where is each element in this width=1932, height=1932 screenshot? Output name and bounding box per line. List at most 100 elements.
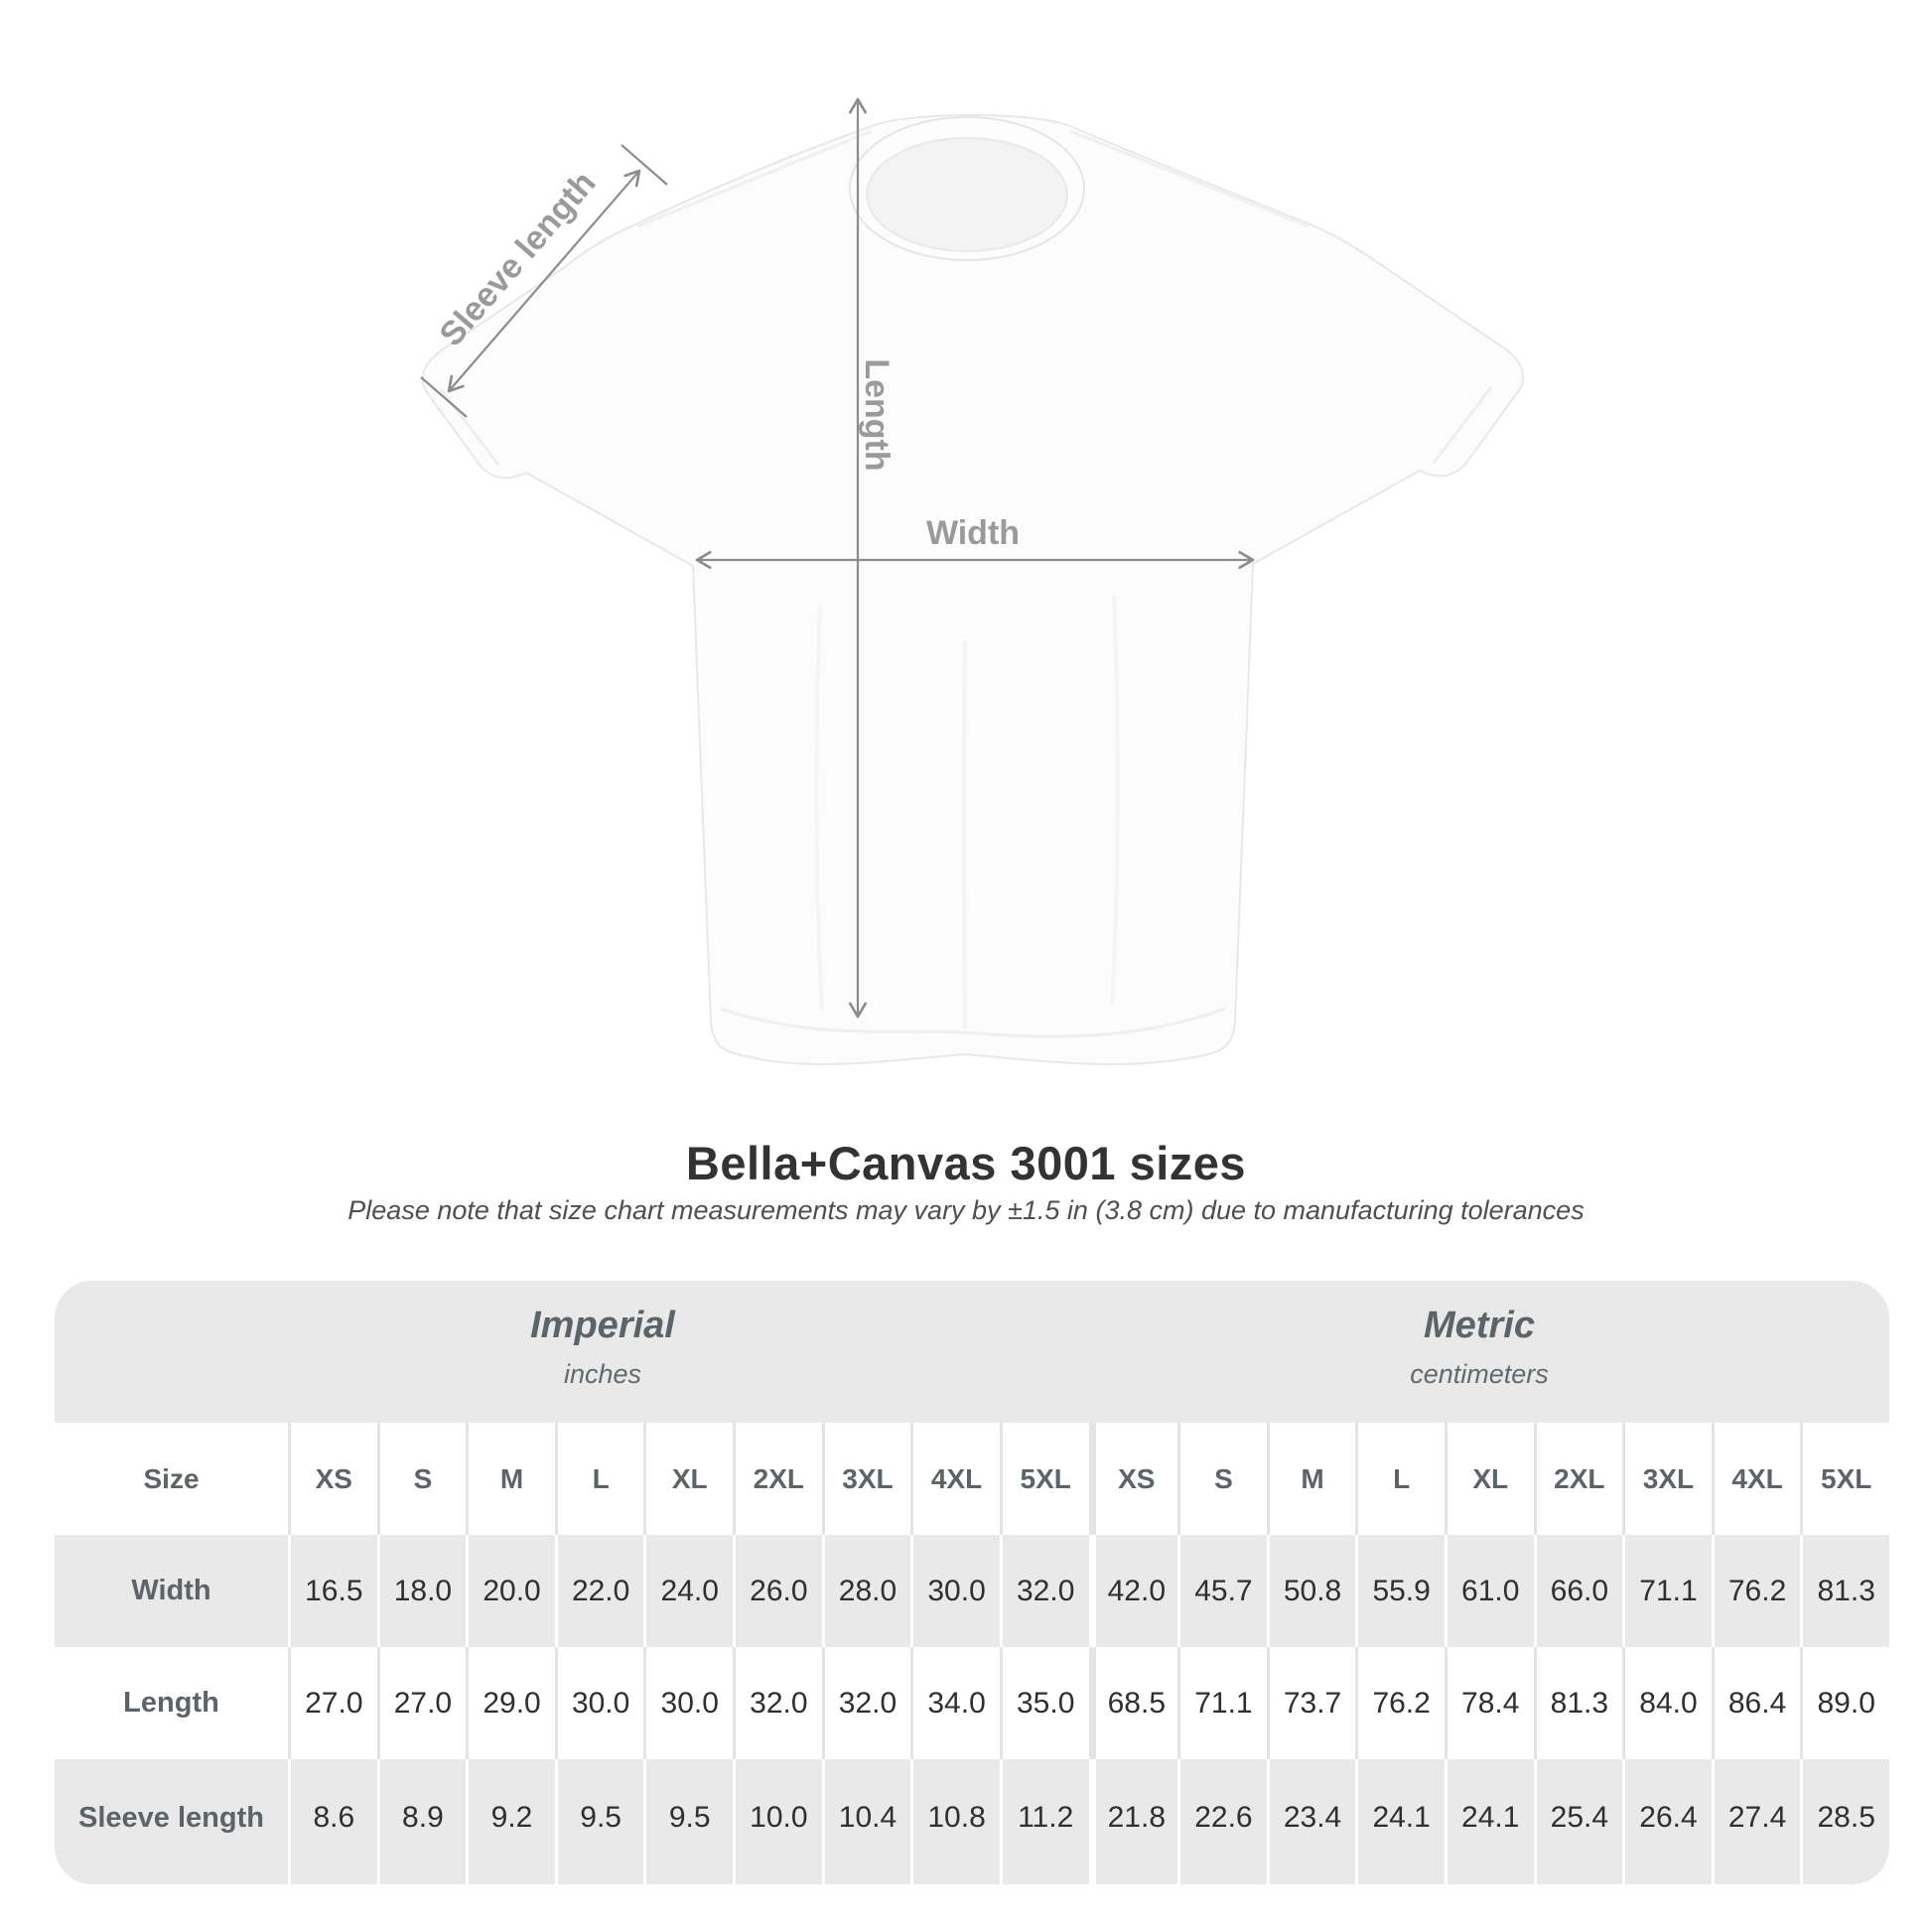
imperial-group-unit: inches	[563, 1359, 642, 1389]
size-col-header: 5XL	[1800, 1423, 1889, 1535]
table-row-width: Width 16.5 18.0 20.0 22.0 24.0 26.0 28.0…	[55, 1535, 1889, 1647]
measurement-value: 86.4	[1711, 1647, 1801, 1759]
measurement-value: 27.0	[376, 1647, 467, 1759]
measurement-value: 32.0	[821, 1647, 911, 1759]
size-col-header: 4XL	[1711, 1423, 1801, 1535]
measurement-value: 23.4	[1266, 1759, 1356, 1884]
measurement-value: 50.8	[1266, 1535, 1356, 1647]
measurement-value: 35.0	[999, 1647, 1089, 1759]
fabric-folds	[814, 595, 1120, 1030]
measurement-value: 26.4	[1622, 1759, 1712, 1884]
tshirt-size-diagram: Sleeve length Length Width	[420, 97, 1525, 1065]
size-col-header: M	[1266, 1423, 1356, 1535]
size-col-header: XS	[1088, 1423, 1178, 1535]
metric-group-header: Metric centimeters	[1181, 1281, 1777, 1390]
measurement-value: 16.5	[288, 1535, 377, 1647]
size-col-header: 4XL	[910, 1423, 1000, 1535]
size-col-header: 2XL	[733, 1423, 822, 1535]
measurement-value: 8.9	[376, 1759, 467, 1884]
row-label: Width	[131, 1575, 211, 1606]
size-col-header: 5XL	[999, 1423, 1089, 1535]
measurement-value: 29.0	[466, 1647, 555, 1759]
measurement-value: 9.5	[554, 1759, 644, 1884]
size-col-header: S	[376, 1423, 467, 1535]
measurement-value: 22.6	[1177, 1759, 1267, 1884]
size-col-header: XL	[1444, 1423, 1534, 1535]
measurement-value: 45.7	[1177, 1535, 1267, 1647]
measurement-value: 76.2	[1355, 1647, 1445, 1759]
measurement-value: 26.0	[733, 1535, 822, 1647]
measurement-value: 27.0	[288, 1647, 377, 1759]
measurement-value: 27.4	[1711, 1759, 1801, 1884]
width-label: Width	[926, 514, 1020, 552]
size-col-header: XS	[288, 1423, 377, 1535]
measurement-value: 81.3	[1533, 1647, 1623, 1759]
tolerance-note: Please note that size chart measurements…	[347, 1195, 1585, 1225]
measurement-value: 42.0	[1088, 1535, 1178, 1647]
measurement-value: 71.1	[1177, 1647, 1267, 1759]
length-label: Length	[858, 358, 896, 471]
tshirt-body	[421, 114, 1525, 1065]
sleeve-dimension-ticks	[420, 144, 668, 418]
measurement-value: 55.9	[1355, 1535, 1445, 1647]
dimension-lines	[420, 97, 1255, 1019]
row-label: Sleeve length	[78, 1801, 264, 1834]
measurement-value: 24.1	[1444, 1759, 1534, 1884]
measurement-value: 21.8	[1088, 1759, 1178, 1884]
metric-group-title: Metric	[1424, 1305, 1535, 1346]
unit-groups-header: Imperial inches Metric centimeters	[55, 1281, 1889, 1423]
imperial-group-header: Imperial inches	[305, 1281, 900, 1390]
shoulder-seams	[636, 129, 1310, 228]
size-col-header: 2XL	[1533, 1423, 1623, 1535]
size-header-row: Size XS S M L XL 2XL 3XL 4XL 5XL XS S M …	[55, 1423, 1889, 1535]
measurement-value: 68.5	[1088, 1647, 1178, 1759]
size-col-header: S	[1177, 1423, 1267, 1535]
imperial-group-title: Imperial	[530, 1305, 675, 1346]
size-col-header: XL	[643, 1423, 733, 1535]
measurement-value: 8.6	[288, 1759, 377, 1884]
measurement-value: 10.8	[910, 1759, 1000, 1884]
measurement-value: 61.0	[1444, 1535, 1534, 1647]
measurement-value: 73.7	[1266, 1647, 1356, 1759]
measurement-value: 9.5	[643, 1759, 733, 1884]
measurement-value: 10.0	[733, 1759, 822, 1884]
measurement-value: 10.4	[821, 1759, 911, 1884]
measurement-value: 32.0	[733, 1647, 822, 1759]
measurement-value: 11.2	[999, 1759, 1089, 1884]
measurement-value: 30.0	[910, 1535, 1000, 1647]
table-row-sleeve-length: Sleeve length 8.6 8.9 9.2 9.5 9.5 10.0 1…	[55, 1759, 1889, 1884]
measurement-value: 18.0	[376, 1535, 467, 1647]
measurement-value: 24.0	[643, 1535, 733, 1647]
size-column-title: Size	[143, 1462, 200, 1494]
table-row-length: Length 27.0 27.0 29.0 30.0 30.0 32.0 32.…	[55, 1647, 1889, 1759]
measurement-value: 66.0	[1533, 1535, 1623, 1647]
measurement-value: 24.1	[1355, 1759, 1445, 1884]
measurement-value: 30.0	[643, 1647, 733, 1759]
tshirt-illustration	[421, 114, 1525, 1065]
measurement-value: 30.0	[554, 1647, 644, 1759]
measurement-value: 78.4	[1444, 1647, 1534, 1759]
row-label: Length	[123, 1687, 219, 1719]
metric-group-unit: centimeters	[1410, 1359, 1549, 1389]
size-col-header: 3XL	[1622, 1423, 1712, 1535]
measurement-value: 81.3	[1800, 1535, 1889, 1647]
page-title: Bella+Canvas 3001 sizes	[685, 1137, 1247, 1189]
measurement-value: 9.2	[466, 1759, 555, 1884]
measurement-value: 71.1	[1622, 1535, 1712, 1647]
measurement-value: 22.0	[554, 1535, 644, 1647]
size-col-header: L	[554, 1423, 644, 1535]
measurement-value: 32.0	[999, 1535, 1089, 1647]
sleeve-dimension-line	[447, 169, 641, 393]
measurement-value: 34.0	[910, 1647, 1000, 1759]
measurement-value: 25.4	[1533, 1759, 1623, 1884]
collar-inner	[866, 137, 1068, 252]
size-col-header: 3XL	[821, 1423, 911, 1535]
measurement-value: 28.5	[1800, 1759, 1889, 1884]
size-col-header: M	[466, 1423, 555, 1535]
measurement-value: 76.2	[1711, 1535, 1801, 1647]
size-col-header: L	[1355, 1423, 1445, 1535]
measurement-value: 84.0	[1622, 1647, 1712, 1759]
bottom-hem	[720, 1007, 1226, 1038]
measurement-value: 28.0	[821, 1535, 911, 1647]
